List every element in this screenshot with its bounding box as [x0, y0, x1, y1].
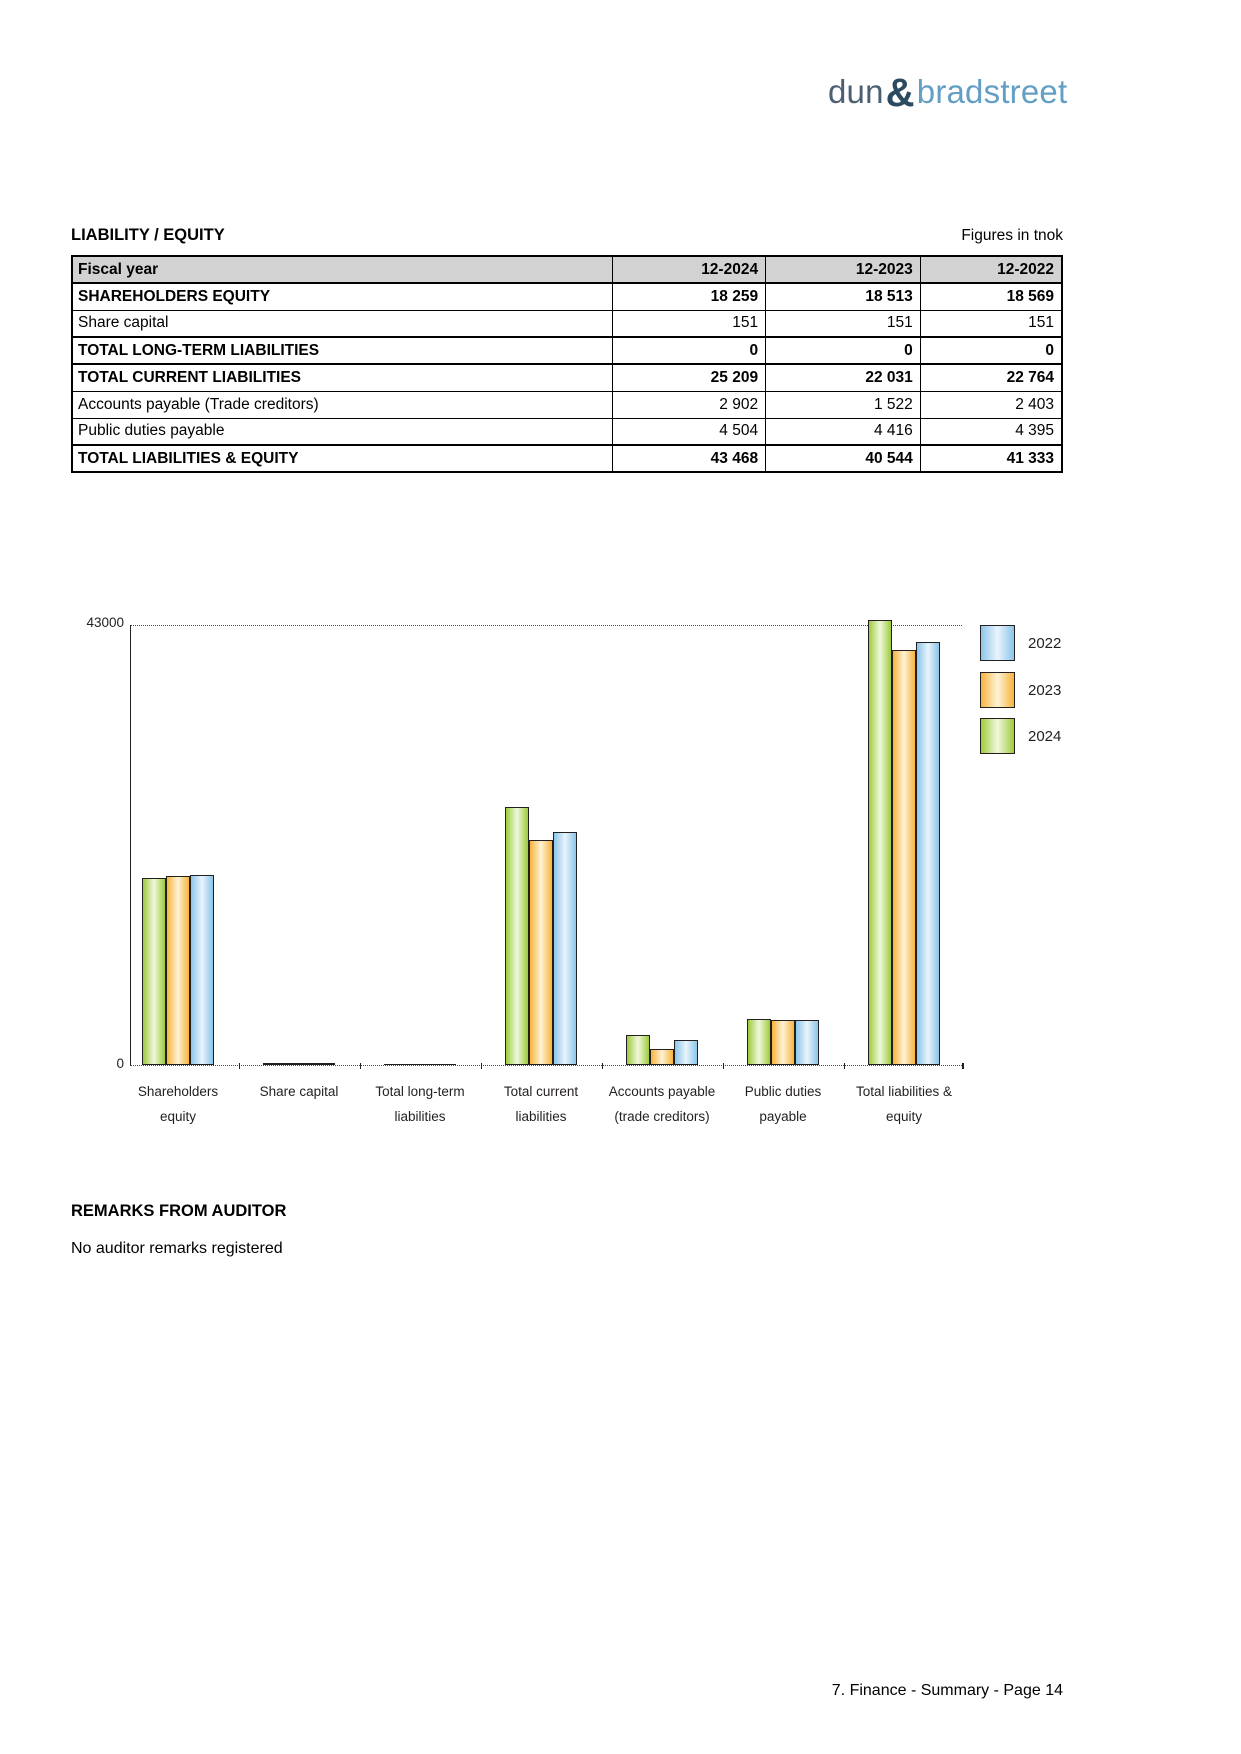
bar-2024 — [747, 1019, 771, 1065]
bar-2024 — [626, 1035, 650, 1065]
bar-2024 — [505, 807, 529, 1065]
row-value: 151 — [765, 309, 921, 338]
x-category-label: Total current liabilities — [503, 1084, 579, 1124]
axis-tick — [480, 1063, 482, 1069]
row-value: 4 504 — [612, 417, 767, 446]
y-axis — [130, 625, 131, 1065]
table-header-year-12-2024: 12-2024 — [612, 255, 767, 284]
axis-tick — [843, 1063, 845, 1069]
bar-2023-zero — [408, 1064, 432, 1065]
bar-2022-zero — [432, 1064, 456, 1065]
logo-word-dun: dun — [828, 73, 884, 110]
table-row: SHAREHOLDERS EQUITY 18 259 18 513 18 569 — [71, 282, 1063, 311]
logo-word-bradstreet: bradstreet — [916, 73, 1068, 110]
row-label: Share capital — [71, 309, 614, 338]
axis-tick — [238, 1063, 240, 1069]
table-row: TOTAL LIABILITIES & EQUITY 43 468 40 544 41… — [71, 444, 1063, 473]
ytick-label-zero: 0 — [116, 1056, 124, 1071]
table-header-fiscal-year: Fiscal year — [71, 255, 614, 284]
x-axis-baseline — [130, 1065, 962, 1066]
bar-2024 — [142, 878, 166, 1065]
section-title: LIABILITY / EQUITY — [71, 226, 225, 244]
table-row: Public duties payable 4 504 4 416 4 395 — [71, 417, 1063, 446]
x-category-label: Shareholders equity — [137, 1084, 219, 1124]
x-category-label: Public duties payable — [744, 1084, 822, 1124]
row-value: 0 — [919, 336, 1063, 365]
legend-label-2023: 2023 — [1028, 681, 1062, 699]
row-label: SHAREHOLDERS EQUITY — [71, 282, 614, 311]
axis-tick — [722, 1063, 724, 1069]
table-row: TOTAL CURRENT LIABILITIES 25 209 22 031 22 … — [71, 363, 1063, 392]
axis-tick — [601, 1063, 603, 1069]
row-label: TOTAL LIABILITIES & EQUITY — [71, 444, 614, 473]
units-note: Figures in tnok — [961, 227, 1063, 244]
row-value: 18 513 — [765, 282, 921, 311]
section-title-row: LIABILITY / EQUITY Figures in tnok — [71, 226, 1063, 245]
x-category-label: Accounts payable (trade creditors) — [608, 1084, 716, 1124]
row-value: 0 — [612, 336, 767, 365]
page-footer: 7. Finance - Summary - Page 14 — [831, 1682, 1063, 1699]
legend-swatch-2024 — [980, 718, 1015, 754]
bar-2023 — [650, 1049, 674, 1065]
row-value: 151 — [919, 309, 1063, 338]
table-row: Share capital 151 151 151 — [71, 309, 1063, 338]
bar-2022 — [916, 642, 940, 1065]
row-value: 18 259 — [612, 282, 767, 311]
row-value: 22 031 — [765, 363, 921, 392]
table-row: TOTAL LONG-TERM LIABILITIES 0 0 0 — [71, 336, 1063, 365]
table-header-year-12-2022: 12-2022 — [919, 255, 1063, 284]
table-row: Accounts payable (Trade creditors) 2 902 1… — [71, 390, 1063, 419]
table-header-year-12-2023: 12-2023 — [765, 255, 921, 284]
bar-2023 — [529, 840, 553, 1065]
ampersand-icon: & — [885, 71, 915, 115]
axis-tick — [359, 1063, 361, 1069]
row-value: 4 416 — [765, 417, 921, 446]
bar-2023 — [287, 1063, 311, 1065]
gridline-top — [130, 625, 962, 626]
bar-2022 — [311, 1063, 335, 1065]
row-label: Public duties payable — [71, 417, 614, 446]
row-value: 1 522 — [765, 390, 921, 419]
bar-2022 — [795, 1020, 819, 1065]
x-category-label: Total long-term liabilities — [375, 1084, 465, 1124]
legend-label-2022: 2022 — [1028, 635, 1062, 652]
row-value: 2 902 — [612, 390, 767, 419]
bar-2023 — [166, 876, 190, 1065]
row-value: 0 — [765, 336, 921, 365]
row-value: 41 333 — [919, 444, 1063, 473]
bar-2024 — [263, 1063, 287, 1065]
legend-label-2024: 2024 — [1028, 728, 1062, 745]
bar-2022 — [190, 875, 214, 1065]
ytick-label-max: 43000 — [86, 615, 124, 630]
legend-swatch-2023 — [980, 671, 1015, 708]
bar-2024 — [868, 620, 892, 1065]
remarks-text: No auditor remarks registered — [71, 1240, 283, 1257]
liability-equity-table: Fiscal year 12-2024 12-2023 12-2022 SHAREHOL… — [71, 255, 1063, 473]
bar-2024-zero — [384, 1064, 408, 1065]
dun-bradstreet-logo: dun&bradstreet — [828, 70, 1068, 115]
bar-2023 — [892, 650, 916, 1065]
row-value: 40 544 — [765, 444, 921, 473]
x-category-label: Total liabilities & equity — [855, 1084, 953, 1124]
row-value: 4 395 — [919, 417, 1063, 446]
row-value: 25 209 — [612, 363, 767, 392]
x-category-label: Share capital — [259, 1084, 339, 1099]
row-value: 2 403 — [919, 390, 1063, 419]
row-label: TOTAL CURRENT LIABILITIES — [71, 363, 614, 392]
row-value: 43 468 — [612, 444, 767, 473]
axis-tick — [962, 1063, 964, 1069]
bar-2022 — [674, 1040, 698, 1065]
bar-2022 — [553, 832, 577, 1065]
row-label: TOTAL LONG-TERM LIABILITIES — [71, 336, 614, 365]
legend-swatch-2022 — [980, 625, 1015, 661]
row-value: 18 569 — [919, 282, 1063, 311]
row-value: 22 764 — [919, 363, 1063, 392]
bar-2023 — [771, 1020, 795, 1065]
row-label: Accounts payable (Trade creditors) — [71, 390, 614, 419]
remarks-heading: REMARKS FROM AUDITOR — [71, 1202, 287, 1220]
row-value: 151 — [612, 309, 767, 338]
